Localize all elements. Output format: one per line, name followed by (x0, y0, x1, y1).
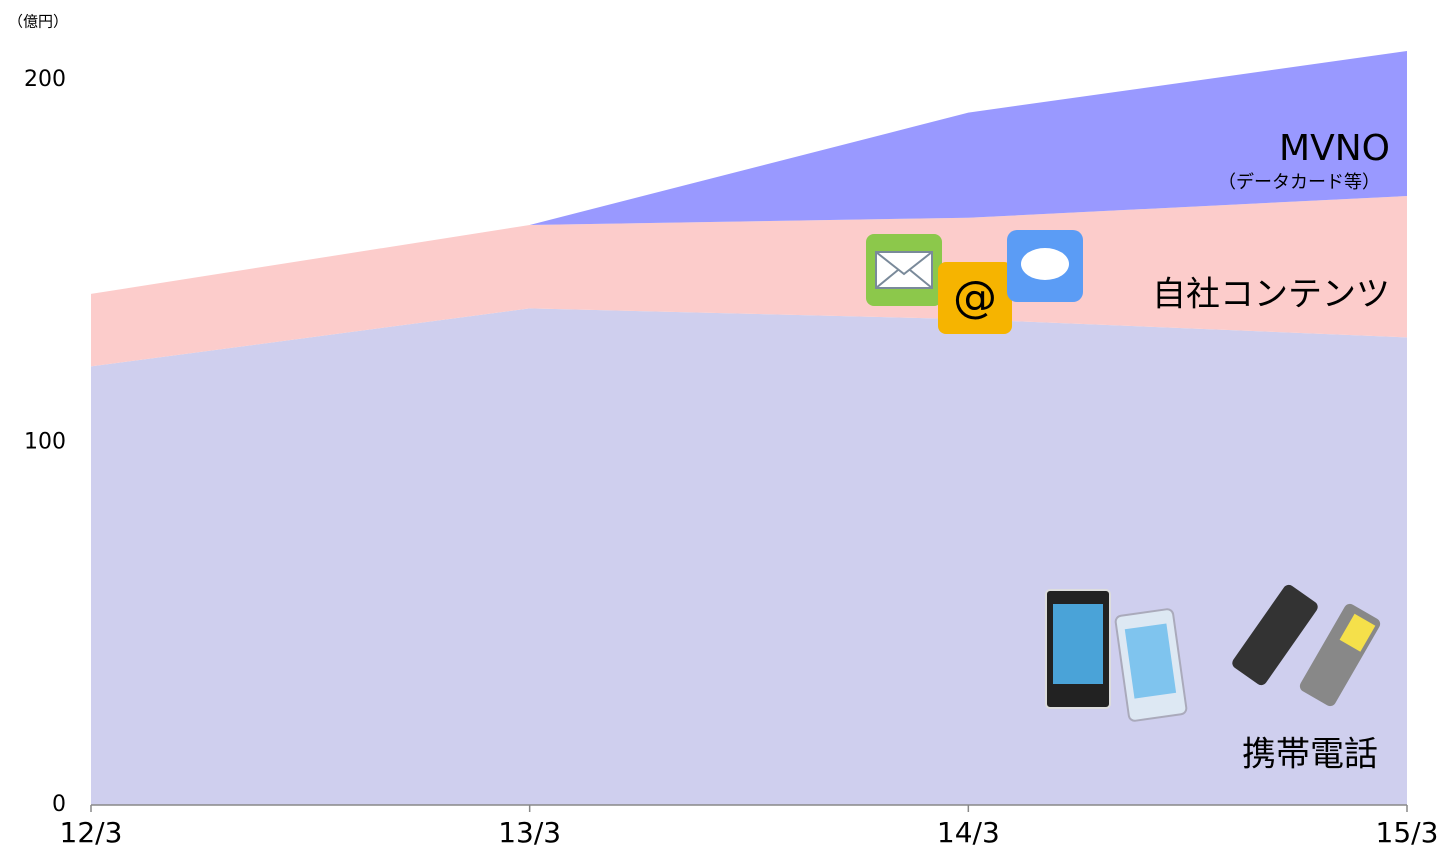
flip-phone-icon (1232, 584, 1318, 686)
y-axis-unit: （億円） (8, 13, 68, 31)
flip-phone-screen (1339, 613, 1376, 652)
axes: 0 100 200 12/3 13/3 14/3 15/3 (24, 67, 1438, 849)
x-tick-label: 12/3 (60, 816, 123, 849)
envelope (875, 251, 933, 289)
area (91, 51, 1407, 294)
icons: @ (866, 230, 1381, 722)
x-tick-label: 14/3 (937, 816, 1000, 849)
envelope-lines (875, 251, 933, 289)
phone-screen (1053, 604, 1103, 684)
chat-bubble (1021, 248, 1069, 280)
series-label: MVNO (1279, 128, 1390, 169)
annotation: （データカード等） (1218, 172, 1380, 193)
y-tick-label: 0 (52, 792, 66, 817)
y-tick-label: 200 (24, 67, 66, 92)
at-sign: @ (953, 272, 997, 323)
series-label: 携帯電話 (1242, 735, 1378, 775)
x-tick-label: 15/3 (1376, 816, 1439, 849)
phone-screen (1124, 623, 1177, 699)
series-label: 自社コンテンツ (1152, 275, 1390, 315)
at-icon (938, 262, 1012, 334)
area (91, 308, 1407, 805)
x-tick-label: 13/3 (498, 816, 561, 849)
areas (91, 51, 1407, 805)
y-tick-label: 100 (24, 430, 66, 455)
